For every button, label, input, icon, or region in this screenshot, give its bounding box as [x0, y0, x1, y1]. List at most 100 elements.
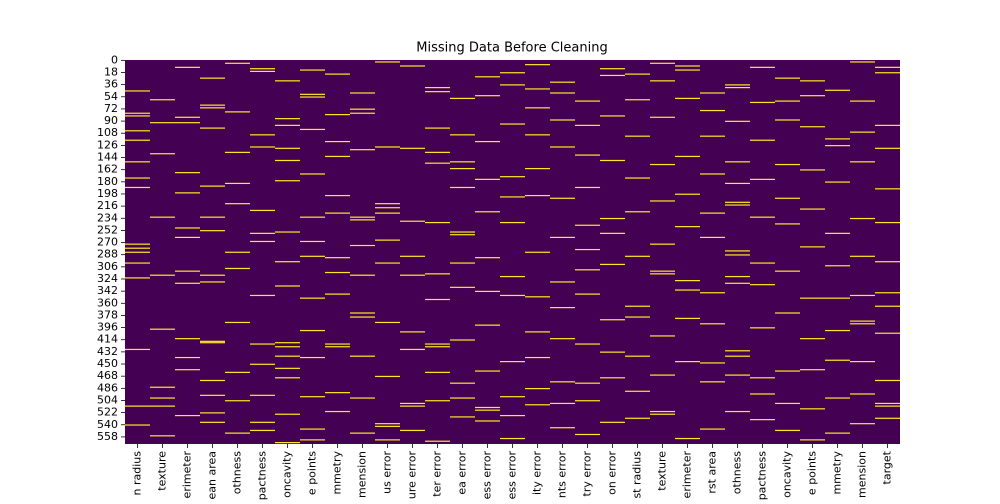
missing-cell [450, 234, 475, 236]
missing-cell [450, 262, 475, 264]
missing-cell [550, 381, 575, 383]
missing-cell [225, 321, 250, 324]
missing-cell [675, 69, 700, 71]
missing-cell [325, 293, 350, 295]
missing-cell [525, 251, 550, 253]
missing-cell [275, 124, 300, 126]
missing-cell [800, 297, 825, 299]
missing-cell [650, 200, 675, 202]
missing-cell [350, 355, 375, 357]
missing-cell [475, 178, 500, 180]
missing-cell [875, 379, 900, 382]
missing-cell [575, 186, 600, 189]
missing-cell [600, 115, 625, 117]
missing-cell [850, 320, 875, 322]
missing-cell [200, 379, 225, 382]
missing-cell [550, 402, 575, 405]
missing-cell [500, 275, 525, 278]
missing-cell [400, 429, 425, 432]
missing-cell [325, 343, 350, 345]
missing-cell [200, 342, 225, 344]
missing-cell [450, 161, 475, 163]
missing-cell [425, 273, 450, 275]
missing-cell [600, 263, 625, 266]
missing-cell [575, 224, 600, 226]
missing-cell [175, 172, 200, 174]
missing-cell [275, 231, 300, 233]
missing-cell [200, 394, 225, 396]
missing-cell [200, 216, 225, 218]
y-tick-label: 18 [104, 65, 118, 78]
missing-cell [775, 370, 800, 372]
x-tick-label: e points [306, 451, 319, 495]
missing-cell [600, 377, 625, 379]
missing-cell [850, 255, 875, 257]
missing-cell [850, 323, 875, 325]
missing-cell [450, 416, 475, 418]
y-tick-label: 126 [97, 138, 118, 151]
missing-cell [600, 319, 625, 321]
missing-cell [850, 217, 875, 220]
missing-cell [250, 232, 275, 234]
missing-cell [250, 70, 275, 72]
missing-cell [375, 212, 400, 214]
y-tick-label: 270 [97, 236, 118, 249]
missing-cell [700, 92, 725, 94]
missing-cell [275, 147, 300, 149]
missing-cell [275, 367, 300, 369]
missing-cell [550, 236, 575, 239]
missing-cell [575, 154, 600, 156]
missing-cell [275, 355, 300, 357]
missing-cell [625, 417, 650, 419]
missing-cell [375, 203, 400, 205]
missing-cell [825, 145, 850, 147]
missing-cell [650, 413, 675, 415]
missing-cell [825, 359, 850, 361]
y-tick-label: 0 [111, 53, 118, 66]
y-tick-label: 522 [97, 406, 118, 419]
missing-cell [625, 316, 650, 318]
y-tick-label: 504 [97, 393, 118, 406]
missing-cell [650, 80, 675, 82]
missing-cell [625, 177, 650, 179]
missing-cell [400, 405, 425, 407]
missing-cell [300, 216, 325, 218]
missing-cell [750, 327, 775, 329]
missing-cell [350, 92, 375, 94]
missing-cell [150, 397, 175, 399]
y-tick-label: 198 [97, 187, 118, 200]
x-tick-label: othness [731, 451, 744, 494]
missing-cell [825, 397, 850, 399]
missing-cell [600, 74, 625, 77]
missing-cell [425, 91, 450, 93]
missing-cell [725, 204, 750, 206]
missing-cell [450, 186, 475, 189]
missing-cell [625, 255, 650, 257]
missing-cell [850, 360, 875, 363]
missing-cell [350, 274, 375, 276]
missing-cell [275, 118, 300, 120]
missing-cell [750, 178, 775, 180]
missing-cell [725, 201, 750, 203]
missing-cell [650, 116, 675, 118]
missing-cell [175, 122, 200, 124]
missing-cell [150, 153, 175, 155]
missing-cell [525, 194, 550, 197]
missing-cell [300, 128, 325, 131]
missing-cell [325, 271, 350, 274]
missing-cell [475, 140, 500, 143]
missing-cell [425, 298, 450, 301]
missing-cell [750, 139, 775, 141]
missing-cell [650, 335, 675, 337]
missing-cell [675, 97, 700, 99]
missing-cell [850, 393, 875, 395]
y-tick-label: 306 [97, 260, 118, 273]
missing-cell [375, 423, 400, 425]
missing-cell [600, 217, 625, 220]
missing-cell [550, 81, 575, 83]
missing-cell [875, 292, 900, 294]
missing-cell [500, 437, 525, 440]
missing-cell [300, 69, 325, 71]
missing-cell [300, 396, 325, 398]
missing-cell [675, 360, 700, 363]
